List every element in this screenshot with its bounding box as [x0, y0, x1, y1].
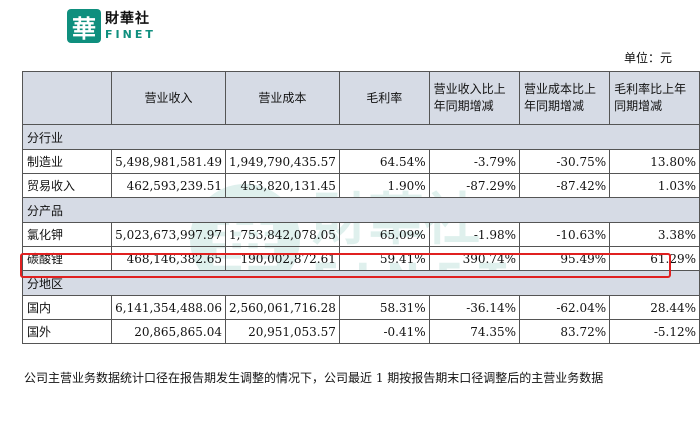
table-cell: 3.38%: [609, 222, 700, 247]
logo-mark: 華: [67, 9, 101, 43]
revenue-table: 营业收入 营业成本 毛利率 营业收入比上年同期增减 营业成本比上年同期增减 毛利…: [21, 71, 700, 344]
section-title: 分产品: [22, 197, 700, 223]
table-cell: -87.42%: [519, 173, 611, 198]
table-row: 制造业 5,498,981,581.49 1,949,790,435.57 64…: [21, 149, 700, 174]
table-cell: -30.75%: [519, 149, 611, 174]
table-cell: -87.29%: [428, 173, 521, 198]
header-cell: 营业成本: [225, 71, 340, 125]
table-cell: 5,498,981,581.49: [111, 149, 226, 174]
section-row: 分地区: [22, 270, 700, 296]
table-cell: 2,560,061,716.28: [225, 295, 340, 320]
table-cell: 1,949,790,435.57: [225, 149, 340, 174]
table-cell: 95.49%: [519, 246, 611, 271]
table-cell: 83.72%: [519, 319, 611, 344]
logo-cn: 財華社: [105, 11, 150, 27]
table-cell: -3.79%: [428, 149, 521, 174]
table-cell: 65.09%: [338, 222, 430, 247]
section-row: 分产品: [22, 197, 700, 223]
header-cell: 营业成本比上年同期增减: [519, 71, 611, 125]
table-cell: -10.63%: [519, 222, 611, 247]
section-title: 分行业: [22, 124, 700, 150]
table-cell: 453,820,131.45: [225, 173, 340, 198]
table-row: 国内 6,141,354,488.06 2,560,061,716.28 58.…: [21, 295, 700, 320]
unit-label: 单位：元: [623, 51, 672, 65]
table-row-highlighted: 碳酸锂 468,146,382.65 190,002,872.61 59.41%…: [21, 246, 700, 271]
table-cell: 1,753,842,078.05: [225, 222, 340, 247]
table-cell: -62.04%: [519, 295, 611, 320]
row-label: 国内: [21, 295, 113, 320]
table-cell: 6,141,354,488.06: [111, 295, 226, 320]
table-cell: 1.03%: [609, 173, 700, 198]
table-cell: 462,593,239.51: [111, 173, 226, 198]
table-cell: -5.12%: [609, 319, 700, 344]
header-cell: 营业收入比上年同期增减: [428, 71, 521, 125]
table-row: 国外 20,865,865.04 20,951,053.57 -0.41% 74…: [21, 319, 700, 344]
row-label: 国外: [21, 319, 113, 344]
header-row: 营业收入 营业成本 毛利率 营业收入比上年同期增减 营业成本比上年同期增减 毛利…: [21, 71, 700, 125]
table-row: 氯化钾 5,023,673,997.97 1,753,842,078.05 65…: [21, 222, 700, 247]
section-row: 分行业: [22, 124, 700, 150]
table-cell: 190,002,872.61: [225, 246, 340, 271]
row-label: 碳酸锂: [21, 246, 113, 271]
table-cell: 20,951,053.57: [225, 319, 340, 344]
table-cell: 59.41%: [338, 246, 430, 271]
table-cell: 20,865,865.04: [111, 319, 226, 344]
table-cell: 468,146,382.65: [111, 246, 226, 271]
table-cell: 28.44%: [609, 295, 700, 320]
table-cell: -36.14%: [428, 295, 521, 320]
table-cell: 58.31%: [338, 295, 430, 320]
header-cell: 毛利率: [338, 71, 430, 125]
table-cell: 1.90%: [338, 173, 430, 198]
row-label: 制造业: [21, 149, 113, 174]
table-cell: 61.29%: [609, 246, 700, 271]
finet-logo: 華 財華社 FINET: [67, 6, 156, 46]
table-cell: 74.35%: [428, 319, 521, 344]
table-cell: -0.41%: [338, 319, 430, 344]
section-title: 分地区: [22, 270, 700, 296]
table-cell: 5,023,673,997.97: [111, 222, 226, 247]
table-cell: 64.54%: [338, 149, 430, 174]
table-cell: 390.74%: [428, 246, 521, 271]
header-cell: [21, 71, 113, 125]
table-cell: 13.80%: [609, 149, 700, 174]
table-row: 贸易收入 462,593,239.51 453,820,131.45 1.90%…: [21, 173, 700, 198]
header-cell: 营业收入: [111, 71, 226, 125]
row-label: 氯化钾: [21, 222, 113, 247]
table-cell: -1.98%: [428, 222, 521, 247]
footnote: 公司主营业务数据统计口径在报告期发生调整的情况下，公司最近 1 期按报告期末口径…: [24, 371, 604, 385]
row-label: 贸易收入: [21, 173, 113, 198]
header-cell: 毛利率比上年同期增减: [609, 71, 700, 125]
logo-text: 財華社 FINET: [105, 12, 156, 40]
logo-en: FINET: [105, 28, 156, 41]
